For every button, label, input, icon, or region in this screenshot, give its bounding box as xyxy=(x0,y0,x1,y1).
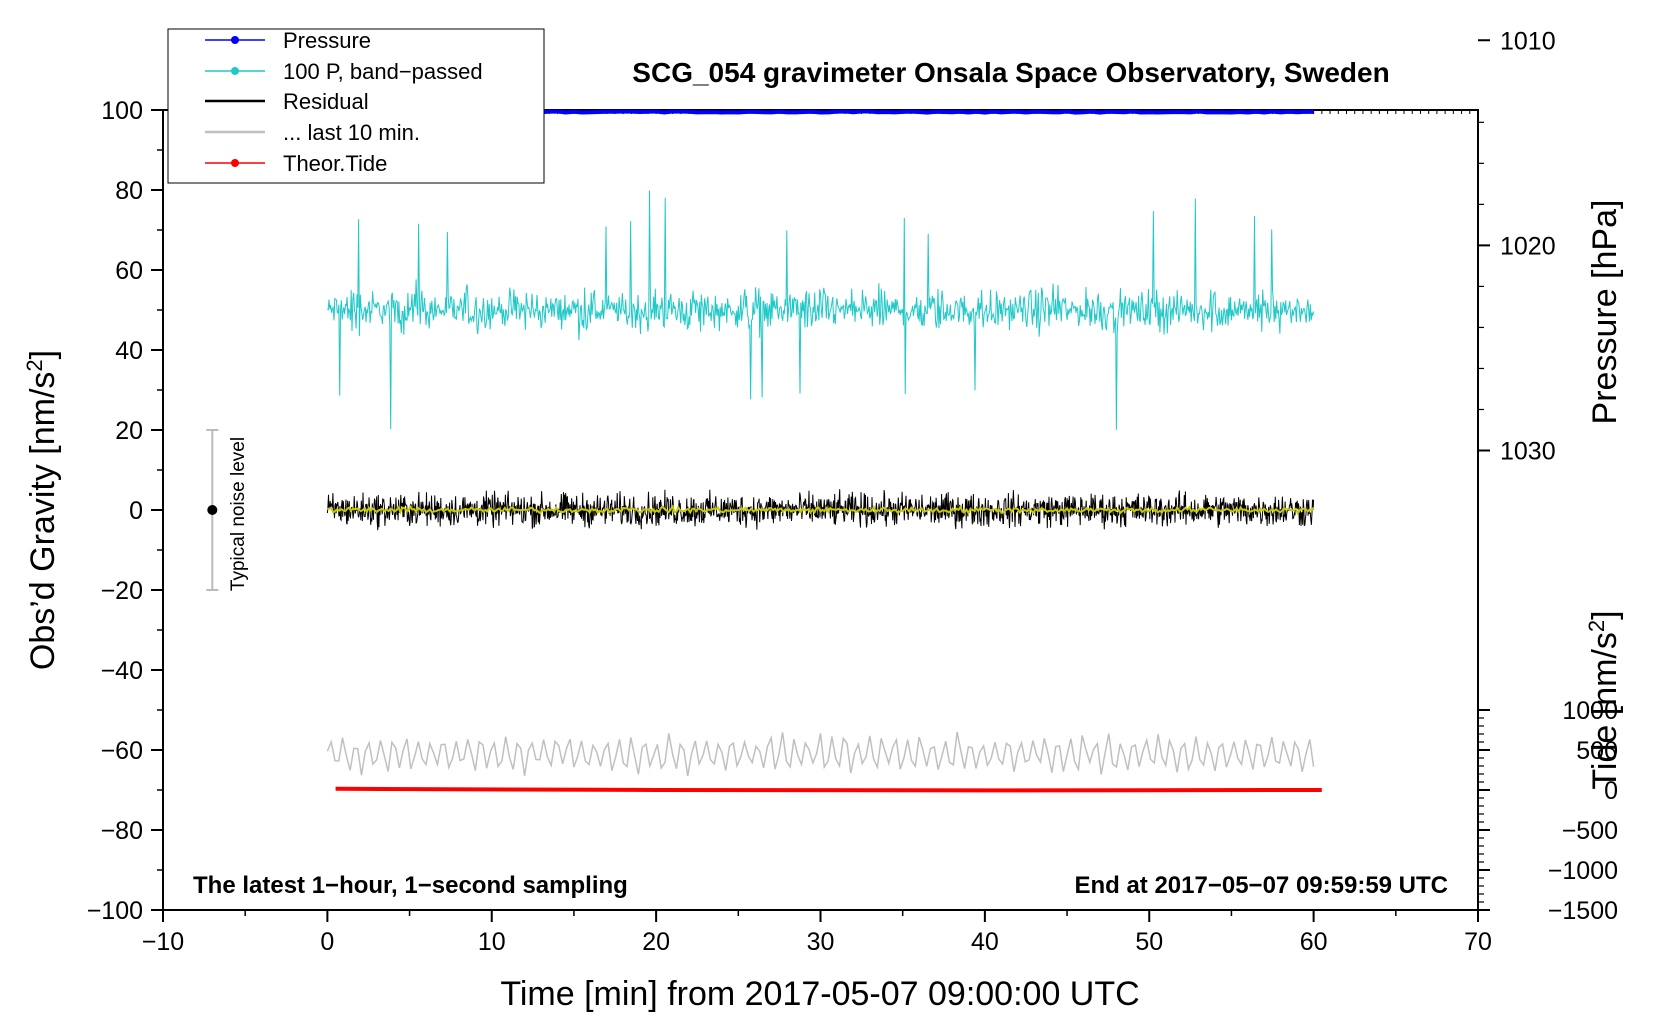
sampling-note: The latest 1−hour, 1−second sampling xyxy=(193,872,628,899)
legend-marker-tide xyxy=(231,159,239,167)
x-tick-label: 0 xyxy=(320,928,334,956)
x-tick-label: 60 xyxy=(1300,928,1328,956)
series-bandpassed xyxy=(327,190,1315,430)
y-tick-label: 60 xyxy=(115,257,143,285)
noise-bar-center xyxy=(207,505,218,515)
pressure-axis-label: Pressure [hPa] xyxy=(1586,200,1624,425)
y-tick-label: 100 xyxy=(101,97,143,125)
y-axis-label-main: Obs’d Gravity [nm/s xyxy=(24,372,62,671)
y-tick-label: −80 xyxy=(101,817,143,845)
x-tick-label: 20 xyxy=(642,928,670,956)
tide-tick-label: −500 xyxy=(1562,817,1618,845)
end-time-note: End at 2017−05−07 09:59:59 UTC xyxy=(1074,872,1448,899)
series-tide xyxy=(335,786,1322,793)
x-tick-label: 30 xyxy=(807,928,835,956)
legend-label-last10: ... last 10 min. xyxy=(283,120,420,145)
x-tick-label: 40 xyxy=(971,928,999,956)
pressure-tick-label: 1010 xyxy=(1500,27,1556,55)
series-layer xyxy=(326,109,1322,793)
legend-label-bandpassed: 100 P, band−passed xyxy=(283,59,483,84)
tide-tick-label: 0 xyxy=(1604,777,1618,805)
noise-bar xyxy=(206,429,219,591)
y-tick-label: −100 xyxy=(87,897,143,925)
legend-marker-bandpassed xyxy=(231,67,239,75)
y-tick-label: −60 xyxy=(101,737,143,765)
tide-axis-label-sup: 2 xyxy=(1584,620,1609,632)
pressure-tick-label: 1020 xyxy=(1500,232,1556,260)
legend-label-tide: Theor.Tide xyxy=(283,151,387,176)
y-tick-label: −40 xyxy=(101,657,143,685)
legend-box xyxy=(167,28,545,184)
pressure-axis-ticks: 9809901000101010201030 xyxy=(1478,27,1556,466)
legend: Pressure 100 P, band−passed Residual ...… xyxy=(167,28,545,184)
tide-axis-ticks: −1500 −1000 −500 0 500 1000 xyxy=(1478,697,1618,925)
noise-bar-label: Typical noise level xyxy=(228,437,249,591)
series-last10 xyxy=(326,731,1315,777)
series-residual-smoothed xyxy=(327,504,1315,516)
y-axis-label-sup: 2 xyxy=(22,359,47,371)
legend-label-residual: Residual xyxy=(283,89,369,114)
legend-label-pressure: Pressure xyxy=(283,28,371,53)
tide-axis-label: Tide [nm/s2] xyxy=(1584,610,1624,789)
x-tick-label: 50 xyxy=(1135,928,1163,956)
tide-tick-label: −1500 xyxy=(1548,897,1618,925)
y-tick-label: 20 xyxy=(115,417,143,445)
pressure-tick-label: 1030 xyxy=(1500,438,1556,466)
y-tick-label: −20 xyxy=(101,577,143,605)
y-axis-label: Obs’d Gravity [nm/s2] xyxy=(22,350,62,670)
tide-tick-label: 500 xyxy=(1576,737,1618,765)
x-tick-label: 70 xyxy=(1464,928,1492,956)
chart-title: SCG_054 gravimeter Onsala Space Observat… xyxy=(632,57,1389,88)
tide-axis-label-main: Tide [nm/s xyxy=(1586,632,1624,789)
tide-axis-label-close: ] xyxy=(1586,610,1624,619)
series-residual xyxy=(326,489,1315,531)
legend-marker-pressure xyxy=(231,36,239,44)
tide-tick-label: 1000 xyxy=(1562,697,1618,725)
y-tick-label: 40 xyxy=(115,337,143,365)
y-tick-label: 80 xyxy=(115,177,143,205)
y-tick-label: 0 xyxy=(129,497,143,525)
y-axis-label-close: ] xyxy=(24,350,62,359)
x-tick-label: 10 xyxy=(478,928,506,956)
x-axis-ticks: −10 0 10 20 30 40 50 60 70 xyxy=(142,110,1492,956)
x-axis-label: Time [min] from 2017-05-07 09:00:00 UTC xyxy=(500,975,1139,1013)
tide-tick-label: −1000 xyxy=(1548,857,1618,885)
x-tick-label: −10 xyxy=(142,928,184,956)
y-axis-ticks: −100 −80 −60 −40 −20 0 20 40 60 80 100 xyxy=(87,97,163,925)
